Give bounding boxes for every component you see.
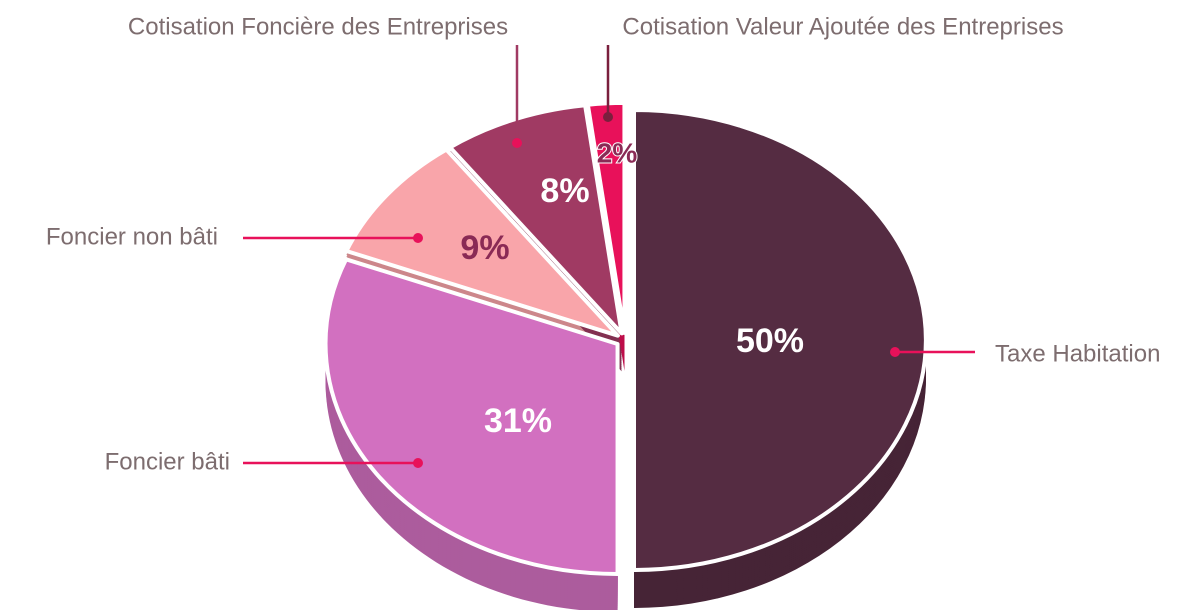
leader-dot	[512, 138, 522, 148]
category-label: Cotisation Valeur Ajoutée des Entreprise…	[622, 13, 1063, 40]
category-label: Cotisation Foncière des Entreprises	[128, 13, 508, 40]
value-label: 2%	[597, 137, 638, 168]
slice	[323, 257, 620, 576]
slice	[344, 147, 620, 338]
leader-dot	[413, 458, 423, 468]
leader-dot	[603, 112, 613, 122]
leader-dot	[413, 233, 423, 243]
value-label: 31%	[484, 402, 552, 440]
category-label: Taxe Habitation	[995, 340, 1160, 367]
category-label: Foncier non bâti	[46, 223, 218, 250]
value-label: 9%	[460, 229, 509, 267]
leader-dot	[890, 347, 900, 357]
slice	[585, 100, 627, 335]
value-label: 8%	[540, 172, 589, 210]
category-label: Foncier bâti	[105, 448, 230, 475]
slice	[448, 103, 624, 336]
value-label: 50%	[736, 322, 804, 360]
slice	[632, 108, 928, 572]
